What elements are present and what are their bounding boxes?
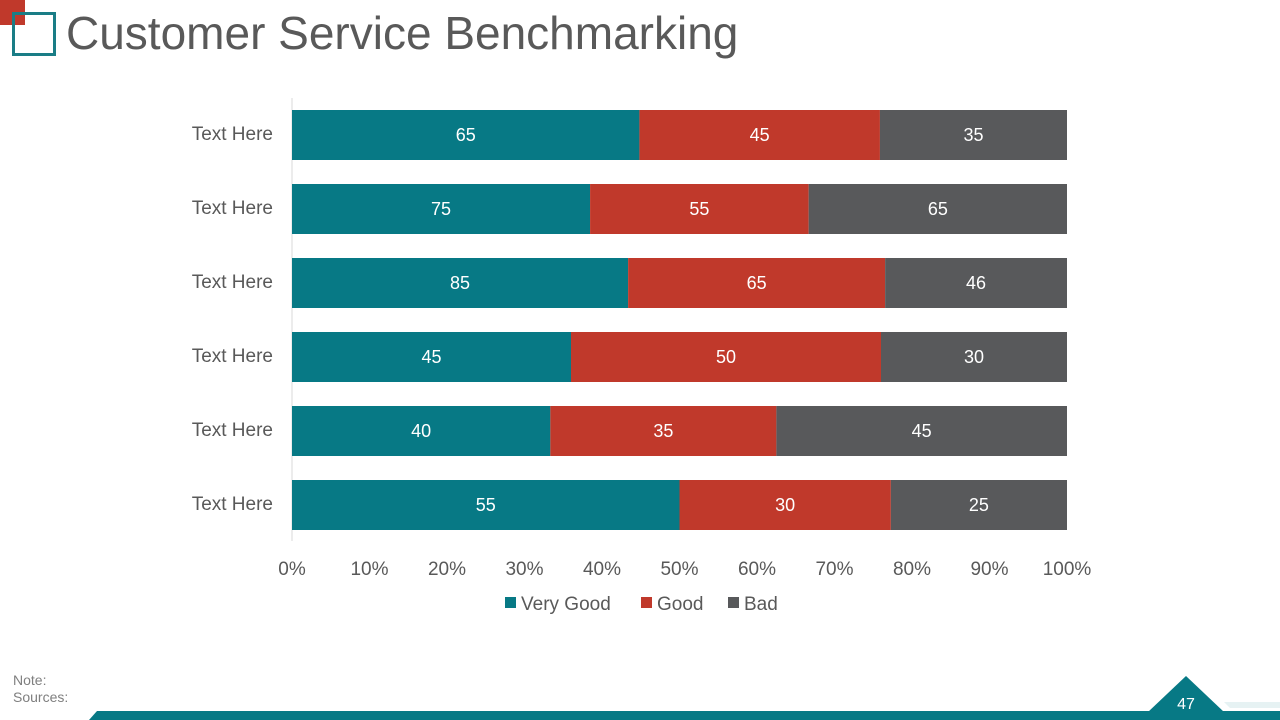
page-number-badge xyxy=(1148,676,1224,712)
bar-segment xyxy=(292,184,591,234)
bar-segment xyxy=(628,258,886,308)
bar-segment xyxy=(776,406,1067,456)
x-tick-label: 30% xyxy=(505,559,543,580)
x-tick-label: 0% xyxy=(278,559,306,580)
bar-segment xyxy=(879,110,1067,160)
bar-segment xyxy=(571,332,881,382)
data-label: 55 xyxy=(476,495,496,515)
bar-segment xyxy=(292,110,640,160)
page-number: 47 xyxy=(1177,696,1195,713)
data-label: 65 xyxy=(928,199,948,219)
slide-title: Customer Service Benchmarking xyxy=(66,7,739,59)
legend-label: Bad xyxy=(744,594,778,615)
sources-label: Sources: xyxy=(13,689,69,705)
bar-segment xyxy=(550,406,777,456)
x-tick-label: 20% xyxy=(428,559,466,580)
bar-segment xyxy=(679,480,891,530)
bar-segment xyxy=(885,258,1067,308)
x-tick-label: 100% xyxy=(1043,559,1092,580)
data-label: 45 xyxy=(750,125,770,145)
category-label: Text Here xyxy=(192,198,273,219)
logo-outline-square xyxy=(12,12,56,56)
category-label: Text Here xyxy=(192,272,273,293)
data-label: 35 xyxy=(653,421,673,441)
bar-segment xyxy=(590,184,809,234)
x-tick-label: 90% xyxy=(970,559,1008,580)
data-label: 65 xyxy=(747,273,767,293)
data-label: 45 xyxy=(912,421,932,441)
bar-segment xyxy=(808,184,1067,234)
legend-swatch xyxy=(728,597,739,608)
x-tick-label: 40% xyxy=(583,559,621,580)
bar-segment xyxy=(881,332,1067,382)
stacked-bar-chart: 65 45 35 Text Here 75 55 65 Text Here 85 65 46 Text… xyxy=(192,98,1092,615)
bar-segment xyxy=(292,480,680,530)
data-label: 75 xyxy=(431,199,451,219)
legend-swatch xyxy=(641,597,652,608)
x-tick-label: 80% xyxy=(893,559,931,580)
data-label: 50 xyxy=(716,347,736,367)
data-label: 40 xyxy=(411,421,431,441)
data-label: 65 xyxy=(456,125,476,145)
footer-light-strip xyxy=(1224,702,1280,708)
bar-segment xyxy=(639,110,880,160)
note-label: Note: xyxy=(13,672,47,688)
x-tick-label: 70% xyxy=(815,559,853,580)
footer-bar xyxy=(89,711,1280,720)
legend-label: Very Good xyxy=(521,594,611,615)
x-tick-label: 60% xyxy=(738,559,776,580)
category-label: Text Here xyxy=(192,494,273,515)
bar-segment xyxy=(890,480,1067,530)
data-label: 30 xyxy=(964,347,984,367)
data-label: 25 xyxy=(969,495,989,515)
category-label: Text Here xyxy=(192,124,273,145)
category-label: Text Here xyxy=(192,420,273,441)
data-label: 45 xyxy=(421,347,441,367)
x-tick-label: 50% xyxy=(660,559,698,580)
bar-segment xyxy=(292,258,629,308)
data-label: 55 xyxy=(689,199,709,219)
legend-label: Good xyxy=(657,594,703,615)
bar-segment xyxy=(292,332,571,382)
data-label: 30 xyxy=(775,495,795,515)
x-tick-label: 10% xyxy=(350,559,388,580)
data-label: 46 xyxy=(966,273,986,293)
data-label: 35 xyxy=(963,125,983,145)
category-label: Text Here xyxy=(192,346,273,367)
legend-swatch xyxy=(505,597,516,608)
data-label: 85 xyxy=(450,273,470,293)
bar-segment xyxy=(292,406,551,456)
